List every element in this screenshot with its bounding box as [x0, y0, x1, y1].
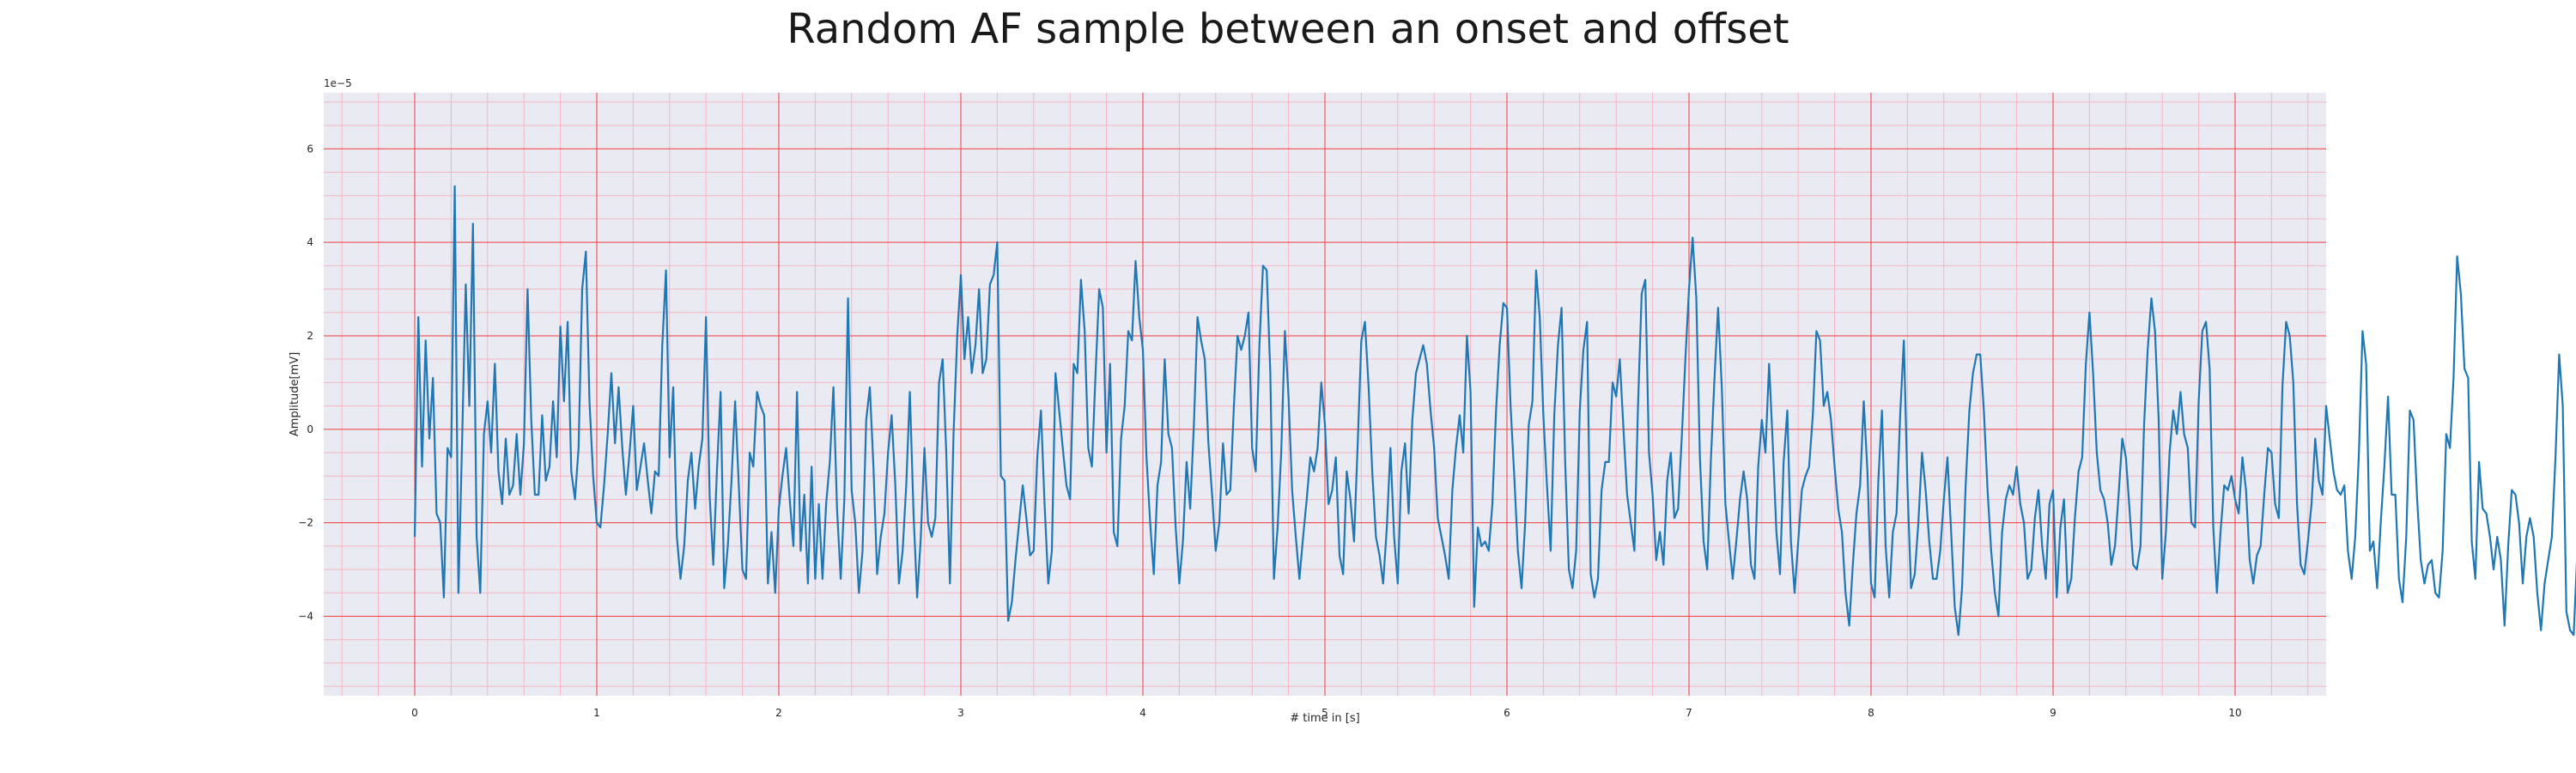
y-tick-label: 6	[307, 143, 313, 155]
x-tick-label: 1	[593, 707, 600, 719]
y-tick-label: 4	[307, 236, 313, 248]
x-tick-label: 8	[1868, 707, 1874, 719]
y-tick-label: −4	[298, 610, 313, 622]
x-tick-label: 5	[1321, 707, 1328, 719]
x-tick-label: 7	[1686, 707, 1692, 719]
y-tick-label: 2	[307, 330, 313, 342]
series-line	[413, 185, 2576, 636]
x-tick-label: 2	[775, 707, 782, 719]
chart-title: Random AF sample between an onset and of…	[787, 5, 1789, 53]
x-ticks: 0 1 2 3 4 5 6 7 8 9 10	[411, 707, 2241, 719]
x-tick-label: 6	[1504, 707, 1510, 719]
y-tick-label: −2	[298, 517, 313, 529]
x-axis-label: # time in [s]	[1290, 712, 1359, 725]
y-axis-label: Amplitude[mV]	[289, 352, 301, 436]
x-tick-label: 10	[2228, 707, 2241, 719]
y-offset-text: 1e−5	[324, 77, 352, 89]
x-tick-label: 9	[2050, 707, 2057, 719]
x-tick-label: 0	[411, 707, 418, 719]
y-ticks: −4 −2 0 2 4 6	[298, 143, 313, 622]
y-tick-label: 0	[307, 423, 313, 435]
x-tick-label: 4	[1139, 707, 1146, 719]
x-tick-label: 3	[957, 707, 964, 719]
